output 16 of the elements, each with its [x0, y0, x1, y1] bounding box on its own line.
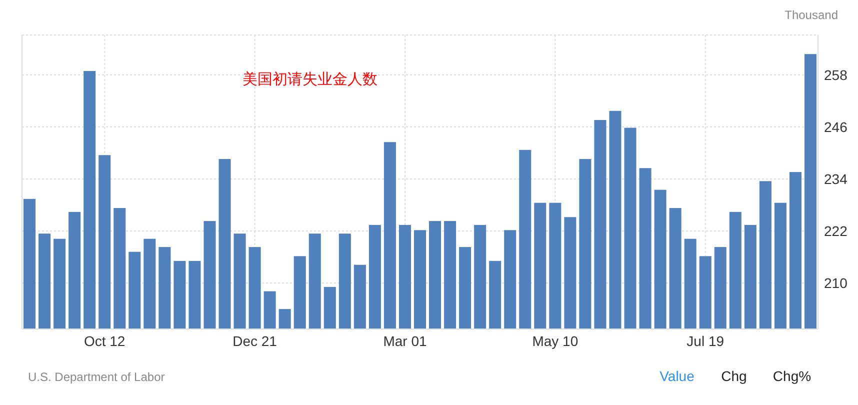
- text: Chg: [721, 368, 747, 384]
- x-tick-label: Dec 21: [232, 333, 278, 349]
- y-axis-title: Thousand: [784, 8, 838, 22]
- y-tick-label: 258: [824, 66, 848, 83]
- x-tick-label: May 10: [532, 333, 578, 349]
- y-tick-label: 222: [824, 223, 848, 239]
- x-tick-label: Mar 01: [383, 333, 427, 349]
- text: Chg%: [772, 368, 812, 384]
- text: U.S. Department of Labor: [28, 370, 165, 384]
- text: 美国初请失业金人数: [242, 71, 378, 88]
- y-tick-label: 234: [824, 170, 848, 187]
- x-tick-label: Jul 19: [686, 333, 724, 349]
- x-tick-label: Oct 12: [84, 333, 126, 349]
- y-tick-label: 246: [824, 118, 848, 135]
- text: Value: [660, 368, 695, 384]
- y-tick-label: 210: [824, 275, 848, 292]
